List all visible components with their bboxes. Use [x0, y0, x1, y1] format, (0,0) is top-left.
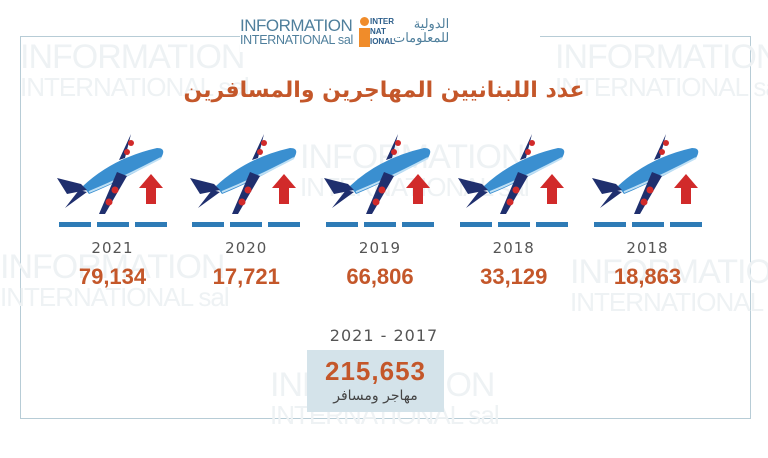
brand-line1: INFORMATION — [240, 16, 353, 36]
total-box: 215,653 مهاجر ومسافر — [307, 350, 444, 412]
runway — [58, 222, 167, 227]
brand-arabic-line1: الدولية — [413, 16, 450, 32]
year-label: 2018 — [492, 239, 535, 257]
brand-arabic-line2: للمعلومات — [392, 31, 450, 46]
brand-logo-icon: INTER NAT IONAL — [357, 17, 395, 47]
year-item: 2019 66,806 — [318, 128, 443, 290]
watermark-line1: INFORMATION — [555, 38, 768, 76]
brand-english: INFORMATION INTERNATIONAL sal — [240, 17, 353, 47]
watermark-line1: INFORMATION — [570, 253, 768, 291]
total-label: مهاجر ومسافر — [333, 388, 418, 404]
runway — [459, 222, 568, 227]
brand-line2: INTERNATIONAL sal — [240, 33, 353, 48]
airplane-takeoff-icon — [588, 128, 708, 216]
year-item: 2018 33,129 — [451, 128, 576, 290]
page-title: عدد اللبنانيين المهاجرين والمسافرين — [183, 78, 585, 103]
airplane-takeoff-icon — [186, 128, 306, 216]
year-label: 2020 — [225, 239, 268, 257]
watermark: INFORMATION INTERNATIONAL sal — [20, 38, 250, 102]
watermark-line2: INTERNATIONAL sal — [0, 282, 230, 312]
brand-badge: INTER NAT IONAL — [369, 17, 395, 46]
year-range: 2021 - 2017 — [329, 326, 439, 345]
airplane-takeoff-icon — [454, 128, 574, 216]
airplane-takeoff-icon — [320, 128, 440, 216]
watermark-line1: INFORMATION — [20, 38, 245, 76]
year-label: 2018 — [626, 239, 669, 257]
watermark: INFORMATION INTERNATIONAL sal — [570, 255, 768, 315]
watermark-line2: INTERNATIONAL sal — [555, 72, 768, 102]
year-label: 2021 — [91, 239, 134, 257]
watermark: INFORMATION INTERNATIONAL sal — [555, 40, 768, 100]
year-item: 2021 79,134 — [50, 128, 175, 290]
watermark-line1: INFORMATION — [0, 248, 225, 286]
year-value: 33,129 — [480, 264, 548, 289]
year-value: 66,806 — [346, 264, 414, 289]
year-value: 18,863 — [613, 264, 682, 289]
year-items: 2021 79,134 2020 17,721 — [50, 128, 710, 290]
watermark-line2: INTERNATIONAL sal — [570, 287, 768, 317]
year-value: 79,134 — [78, 264, 147, 289]
total-value: 215,653 — [325, 356, 426, 386]
runway — [192, 222, 301, 227]
brand-header: INFORMATION INTERNATIONAL sal INTER NAT … — [240, 12, 540, 52]
airplane-takeoff-icon — [53, 128, 173, 216]
year-label: 2019 — [358, 239, 402, 257]
year-item: 2020 17,721 — [184, 128, 309, 290]
year-item: 2018 18,863 — [585, 128, 710, 290]
runway — [593, 222, 702, 227]
watermark: INFORMATION INTERNATIONAL sal — [0, 248, 230, 312]
brand-arabic: الدولية للمعلومات — [392, 16, 450, 47]
watermark-line2: INTERNATIONAL sal — [20, 72, 250, 102]
year-value: 17,721 — [212, 264, 280, 289]
runway — [326, 222, 434, 227]
